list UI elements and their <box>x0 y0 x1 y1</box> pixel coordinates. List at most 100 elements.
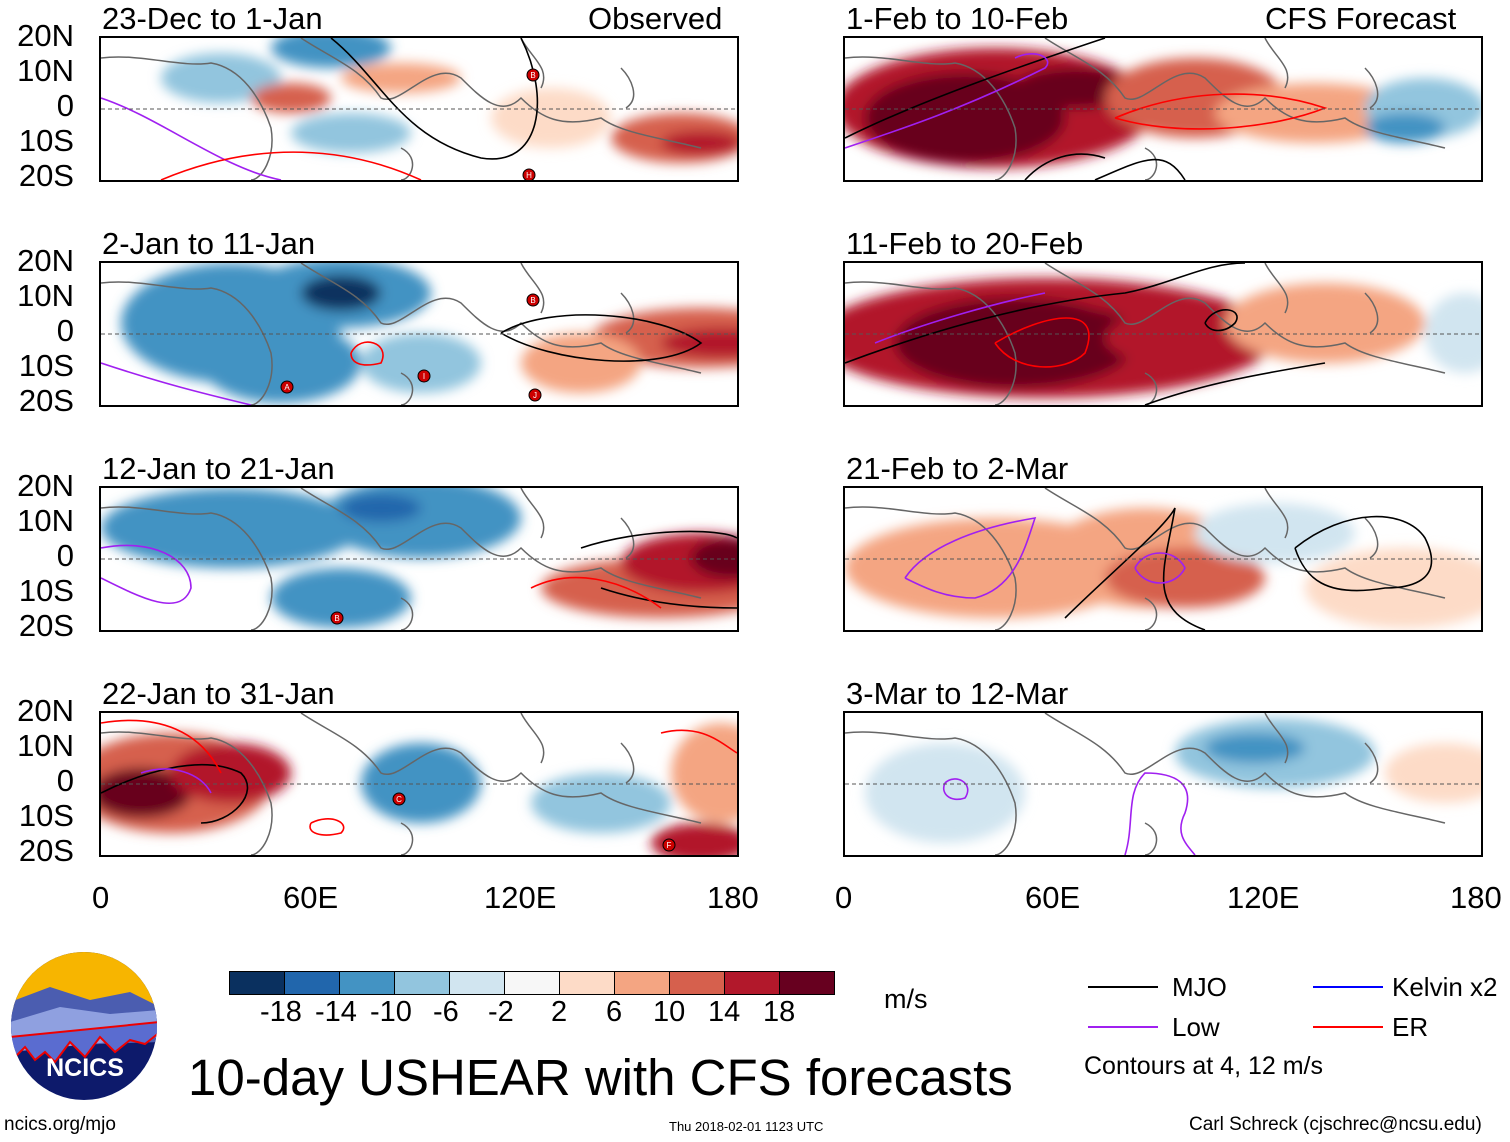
tropical-cyclone-marker: H <box>522 168 536 180</box>
tropical-cyclone-marker: B <box>330 611 344 625</box>
wave-contour <box>101 763 249 824</box>
colorbar-swatch <box>285 972 340 994</box>
map-panel-forecast-1 <box>843 261 1483 407</box>
shear-anomaly-region <box>161 53 281 103</box>
panel-title: 21-Feb to 2-Mar <box>846 451 1069 486</box>
wave-contour <box>845 53 1049 149</box>
contour-note: Contours at 4, 12 m/s <box>1084 1052 1324 1080</box>
map-panel-observed-2: B <box>99 486 739 632</box>
lon-tick: 180 <box>707 880 759 915</box>
wave-contour <box>500 314 703 362</box>
wave-contour <box>904 516 1186 599</box>
logo-text: NCICS <box>46 1054 124 1082</box>
wave-contour <box>580 530 737 609</box>
colorbar <box>229 971 835 995</box>
shear-anomaly-region <box>171 743 291 803</box>
lon-tick: 60E <box>1025 880 1081 915</box>
coastline <box>101 488 702 630</box>
shear-anomaly-region <box>271 568 411 628</box>
wave-contour <box>845 263 1326 405</box>
shear-anomaly-region <box>301 275 381 311</box>
panel-title: 12-Jan to 21-Jan <box>102 451 335 486</box>
wave-contour <box>943 772 1196 855</box>
panel-title: 22-Jan to 31-Jan <box>102 676 335 711</box>
colorbar-swatch <box>780 972 834 994</box>
lon-tick: 120E <box>1227 880 1300 915</box>
shading-field <box>161 38 737 163</box>
shading-field <box>101 723 737 855</box>
colorbar-swatch <box>615 972 670 994</box>
shear-anomaly-region <box>671 723 737 823</box>
shear-anomaly-region <box>251 83 331 113</box>
legend-label: Kelvin x2 <box>1392 972 1498 1002</box>
lat-tick: 20N <box>17 243 74 278</box>
panel-title: 1-Feb to 10-Feb <box>846 1 1069 36</box>
lon-tick: 0 <box>835 880 853 915</box>
storm-label: B <box>530 296 535 305</box>
timestamp: Thu 2018-02-01 1123 UTC <box>669 1119 824 1134</box>
lat-tick: 20S <box>18 833 74 868</box>
tropical-cyclone-marker: I <box>417 369 431 383</box>
lat-tick: 20N <box>17 693 74 728</box>
map-panel-forecast-0 <box>843 36 1483 182</box>
lon-tick: 180 <box>1450 880 1502 915</box>
colorbar-units: m/s <box>884 984 928 1014</box>
storm-label: B <box>334 614 339 623</box>
tropical-cyclone-marker: B <box>526 293 540 307</box>
lat-tick: 0 <box>56 763 74 798</box>
shear-anomaly-region <box>1365 113 1445 143</box>
shear-anomaly-region <box>1225 283 1425 363</box>
wave-contour <box>101 97 282 180</box>
tropical-cyclone-marker: A <box>280 380 294 394</box>
coastline <box>845 713 1446 855</box>
shear-anomaly-region <box>661 131 737 155</box>
shear-anomaly-region <box>101 488 361 568</box>
shear-anomaly-region <box>1385 743 1481 803</box>
lat-tick: 0 <box>56 538 74 573</box>
footer-url[interactable]: ncics.org/mjo <box>4 1114 116 1135</box>
colorbar-label: -18 <box>260 996 302 1028</box>
shear-anomaly-region <box>651 823 737 855</box>
forecast-label: CFS Forecast <box>1265 1 1457 36</box>
map-panel-observed-1: B A I J <box>99 261 739 407</box>
coastline <box>101 713 702 855</box>
wave-contour <box>160 151 422 180</box>
coastline <box>101 38 702 180</box>
wave-contour <box>350 341 384 366</box>
lat-tick: 20S <box>18 383 74 418</box>
lat-tick: 10N <box>17 728 74 763</box>
coastline <box>101 263 702 405</box>
figure-title: 10-day USHEAR with CFS forecasts <box>188 1049 1013 1106</box>
shading-field <box>101 488 737 628</box>
shear-anomaly-region <box>361 333 481 393</box>
lat-tick: 10S <box>18 798 74 833</box>
colorbar-swatch <box>230 972 285 994</box>
colorbar-swatch <box>340 972 395 994</box>
colorbar-label: 2 <box>551 996 568 1028</box>
storm-label: I <box>423 372 425 381</box>
shear-anomaly-region <box>1195 503 1355 563</box>
lat-tick: 10S <box>18 123 74 158</box>
credit: Carl Schreck (cjschrec@ncsu.edu) <box>1189 1114 1482 1135</box>
colorbar-label: -14 <box>315 996 357 1028</box>
shear-anomaly-region <box>531 773 671 833</box>
wave-contour <box>140 768 212 794</box>
colorbar-swatch <box>395 972 450 994</box>
wave-contour <box>101 362 252 405</box>
panel-title: 2-Jan to 11-Jan <box>102 226 316 261</box>
shading-field <box>845 48 1481 168</box>
colorbar-label: -6 <box>433 996 459 1028</box>
ncics-logo: NCICS <box>11 952 157 1100</box>
wave-contour <box>1064 507 1433 630</box>
wave-contour <box>1114 93 1328 130</box>
observed-label: Observed <box>588 1 723 36</box>
tropical-cyclone-marker: C <box>392 792 406 806</box>
legend-label: Low <box>1172 1012 1220 1042</box>
storm-label: H <box>526 171 532 180</box>
shading-field <box>845 278 1481 398</box>
shear-anomaly-region <box>1105 548 1265 608</box>
panel-title: 23-Dec to 1-Jan <box>102 1 323 36</box>
shading-field <box>121 263 737 403</box>
